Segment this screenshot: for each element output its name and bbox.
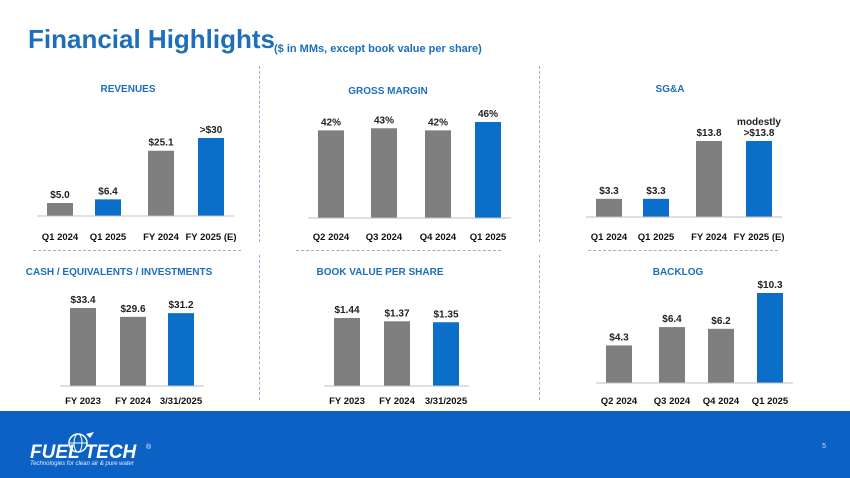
data-label: modestly [737, 117, 781, 128]
cash-chart: CASH / EQUIVALENTS / INVESTMENTS $33.4 FY … [26, 267, 213, 407]
tick-label: Q3 2024 [654, 396, 691, 407]
bar-q1-2025 [643, 198, 669, 217]
bar-q1-2025 [757, 293, 783, 383]
page-number: 5 [822, 443, 826, 450]
bar-fy-2024 [148, 150, 174, 216]
data-label: $10.3 [757, 280, 782, 291]
tick-label: Q2 2024 [313, 232, 350, 243]
tick-label: Q1 2025 [752, 396, 789, 407]
tick-label: FY 2023 [65, 396, 101, 407]
vertical-divider [539, 255, 540, 400]
tick-label: FY 2025 (E) [185, 232, 236, 243]
tick-label: FY 2024 [143, 232, 179, 243]
bar-3-31-2025 [168, 313, 194, 386]
tick-label: Q1 2025 [638, 232, 675, 243]
data-label: $3.3 [599, 186, 619, 197]
data-label: $1.35 [433, 309, 458, 320]
vertical-divider [259, 255, 260, 400]
bar-q4-2024 [425, 130, 451, 218]
vertical-divider [539, 66, 540, 242]
revenues-chart: REVENUES $5.0 Q1 2024 $6.4 Q1 2025 $25.1 FY 20… [37, 84, 237, 243]
chart-title: BOOK VALUE PER SHARE [316, 267, 443, 278]
bar-q4-2024 [708, 328, 734, 383]
bar-q2-2024 [318, 130, 344, 218]
data-label: $6.2 [711, 316, 731, 327]
data-label: $4.3 [609, 332, 629, 343]
bar-fy-2025-e- [746, 141, 772, 217]
bar-fy-2025-e- [198, 138, 224, 216]
tick-label: FY 2024 [379, 396, 415, 407]
tick-label: Q4 2024 [420, 232, 457, 243]
bar-q2-2024 [606, 345, 632, 383]
horizontal-divider [588, 250, 778, 251]
gross-margin-chart: GROSS MARGIN 42% Q2 2024 43% Q3 2024 42% Q4 20… [308, 86, 511, 243]
data-label: $29.6 [120, 304, 145, 315]
bar-q1-2025 [475, 122, 501, 218]
tick-label: FY 2024 [115, 396, 151, 407]
svg-text:FUEL TECH: FUEL TECH [30, 442, 138, 461]
tick-label: 3/31/2025 [160, 396, 203, 407]
data-label: $13.8 [696, 128, 721, 139]
svg-text:®: ® [146, 443, 152, 451]
tick-label: Q4 2024 [703, 396, 740, 407]
tick-label: Q1 2025 [90, 232, 127, 243]
book-value-chart: BOOK VALUE PER SHARE $1.44 FY 2023 $1.37 FY … [316, 267, 469, 407]
horizontal-divider [296, 250, 501, 251]
data-label: 43% [374, 115, 394, 126]
footer-bar: FUEL TECH ® Technologies for clean air &… [0, 411, 850, 478]
bar-q1-2024 [596, 198, 622, 217]
bar-3-31-2025 [433, 322, 459, 386]
chart-title: SG&A [656, 84, 685, 95]
tick-label: Q1 2024 [42, 232, 79, 243]
chart-title: GROSS MARGIN [348, 86, 427, 97]
data-label: 42% [428, 117, 448, 128]
tick-label: Q1 2025 [470, 232, 507, 243]
chart-title: BACKLOG [653, 267, 704, 278]
fuel-tech-logo: FUEL TECH ® [30, 432, 152, 461]
bar-q1-2025 [95, 199, 121, 216]
page-title: Financial Highlights [28, 24, 276, 54]
bar-fy-2024 [120, 316, 146, 386]
horizontal-divider [33, 250, 241, 251]
bar-fy-2023 [334, 318, 360, 386]
vertical-divider [259, 66, 260, 242]
data-label: $5.0 [50, 190, 70, 201]
data-label: $3.3 [646, 186, 666, 197]
bar-fy-2024 [384, 321, 410, 386]
tick-label: FY 2024 [691, 232, 727, 243]
globe-icon [68, 432, 94, 453]
tick-label: Q2 2024 [601, 396, 638, 407]
chart-title: REVENUES [100, 84, 155, 95]
footer-tagline: Technologies for clean air & pure water [30, 461, 134, 467]
data-label: 42% [321, 117, 341, 128]
data-label: $6.4 [662, 314, 682, 325]
bar-q3-2024 [371, 128, 397, 218]
data-label: $33.4 [70, 295, 95, 306]
chart-title: CASH / EQUIVALENTS / INVESTMENTS [26, 267, 213, 278]
data-label: $1.37 [384, 308, 409, 319]
data-label: >$30 [200, 125, 223, 136]
data-label: $6.4 [98, 186, 118, 197]
sga-chart: SG&A $3.3 Q1 2024 $3.3 Q1 2025 $13.8 FY 2024 mo… [586, 84, 785, 243]
page-subtitle: ($ in MMs, except book value per share) [274, 43, 482, 55]
data-label: >$13.8 [744, 128, 775, 139]
tick-label: 3/31/2025 [425, 396, 468, 407]
bar-fy-2024 [696, 141, 722, 217]
data-label: $31.2 [168, 300, 193, 311]
bar-q1-2024 [47, 203, 73, 216]
bar-fy-2023 [70, 308, 96, 386]
data-label: 46% [478, 109, 498, 120]
bar-q3-2024 [659, 327, 685, 383]
backlog-chart: BACKLOG $4.3 Q2 2024 $6.4 Q3 2024 $6.2 Q4 2024… [596, 267, 793, 407]
tick-label: Q3 2024 [366, 232, 403, 243]
tick-label: FY 2023 [329, 396, 365, 407]
tick-label: Q1 2024 [591, 232, 628, 243]
tick-label: FY 2025 (E) [733, 232, 784, 243]
data-label: $25.1 [148, 138, 173, 149]
data-label: $1.44 [334, 305, 359, 316]
